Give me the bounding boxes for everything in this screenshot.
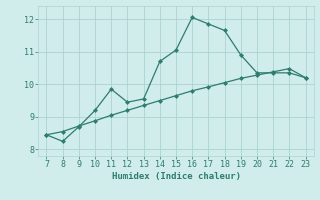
X-axis label: Humidex (Indice chaleur): Humidex (Indice chaleur) xyxy=(111,172,241,181)
